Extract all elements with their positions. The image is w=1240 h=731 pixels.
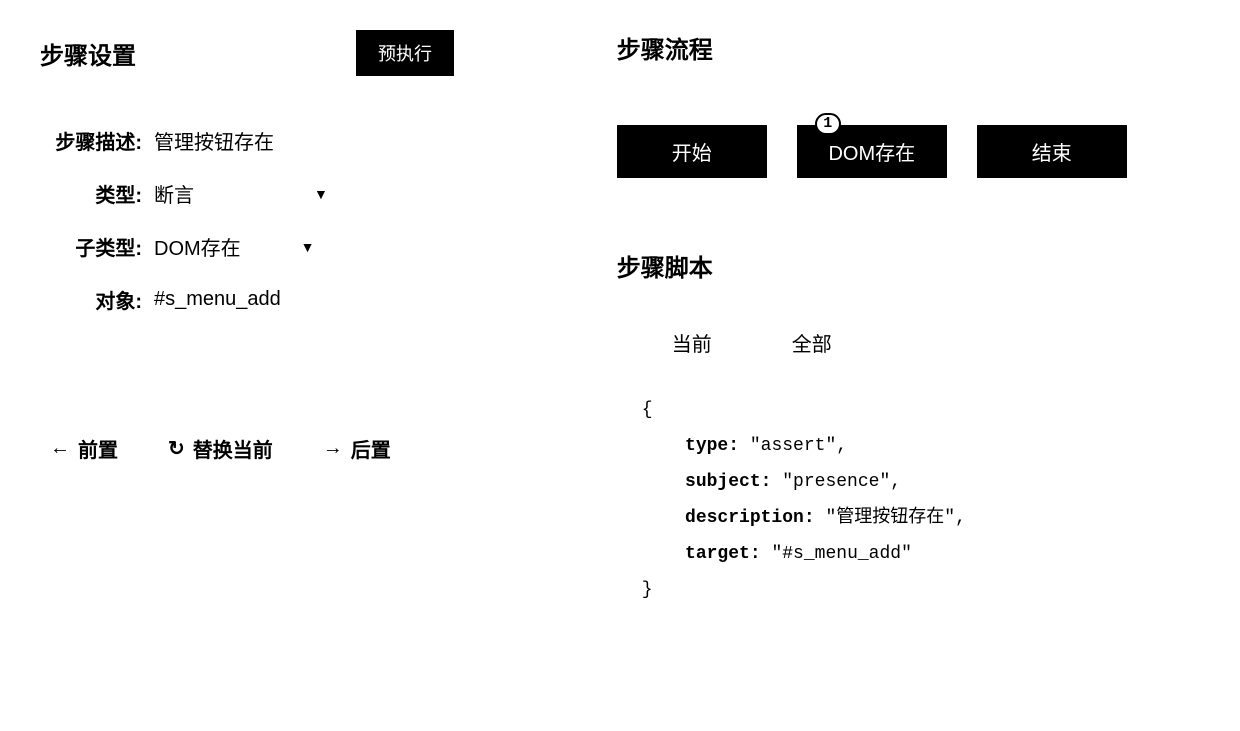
subtype-value: DOM存在 — [150, 232, 241, 261]
type-label: 类型: — [40, 179, 150, 208]
script-code: { type: "assert", subject: "presence", d… — [617, 392, 1200, 608]
step-script-title: 步骤脚本 — [617, 248, 1200, 283]
tab-all[interactable]: 全部 — [792, 328, 832, 357]
replace-label: 替换当前 — [193, 434, 273, 463]
code-target-key: target: — [685, 544, 761, 564]
pre-execute-button[interactable]: 预执行 — [356, 30, 454, 76]
flow-mid-label: DOM存在 — [828, 143, 915, 165]
code-type-key: type: — [685, 436, 739, 456]
arrow-left-icon: ← — [50, 437, 70, 460]
code-description-key: description: — [685, 508, 815, 528]
step-flow-title: 步骤流程 — [617, 30, 1200, 65]
type-value: 断言 — [150, 179, 194, 208]
flow-mid-node[interactable]: 1 DOM存在 — [797, 125, 947, 178]
prepend-label: 前置 — [78, 434, 118, 463]
arrow-right-icon: → — [323, 437, 343, 460]
replace-action[interactable]: ↻ 替换当前 — [168, 434, 273, 463]
append-label: 后置 — [351, 434, 391, 463]
step-settings-title: 步骤设置 — [40, 36, 136, 71]
step-flow-panel: 步骤流程 开始 1 DOM存在 结束 步骤脚本 当前 全部 { type: "a… — [597, 30, 1200, 701]
code-type-val: "assert" — [750, 436, 836, 456]
refresh-icon: ↻ — [168, 436, 185, 461]
tab-current[interactable]: 当前 — [672, 328, 712, 357]
code-description-val: "管理按钮存在" — [825, 508, 955, 528]
target-label: 对象: — [40, 285, 150, 314]
flow-end-label: 结束 — [1032, 143, 1072, 165]
prepend-action[interactable]: ← 前置 — [50, 434, 118, 463]
code-target-val: "#s_menu_add" — [771, 544, 911, 564]
target-row: 对象: #s_menu_add — [40, 285, 577, 314]
type-row: 类型: 断言 ▼ — [40, 179, 577, 208]
step-description-value[interactable]: 管理按钮存在 — [150, 126, 274, 155]
subtype-dropdown-icon[interactable]: ▼ — [301, 239, 315, 255]
subtype-row: 子类型: DOM存在 ▼ — [40, 232, 577, 261]
step-settings-panel: 步骤设置 预执行 步骤描述: 管理按钮存在 类型: 断言 ▼ 子类型: DOM存… — [40, 30, 597, 701]
type-dropdown-icon[interactable]: ▼ — [314, 186, 328, 202]
flow-badge: 1 — [815, 113, 841, 135]
flow-start-label: 开始 — [672, 143, 712, 165]
flow-start-node[interactable]: 开始 — [617, 125, 767, 178]
step-description-row: 步骤描述: 管理按钮存在 — [40, 126, 577, 155]
code-subject-key: subject: — [685, 472, 771, 492]
subtype-label: 子类型: — [40, 232, 150, 261]
flow-end-node[interactable]: 结束 — [977, 125, 1127, 178]
target-value[interactable]: #s_menu_add — [150, 288, 281, 311]
append-action[interactable]: → 后置 — [323, 434, 391, 463]
code-subject-val: "presence" — [782, 472, 890, 492]
step-description-label: 步骤描述: — [40, 126, 150, 155]
